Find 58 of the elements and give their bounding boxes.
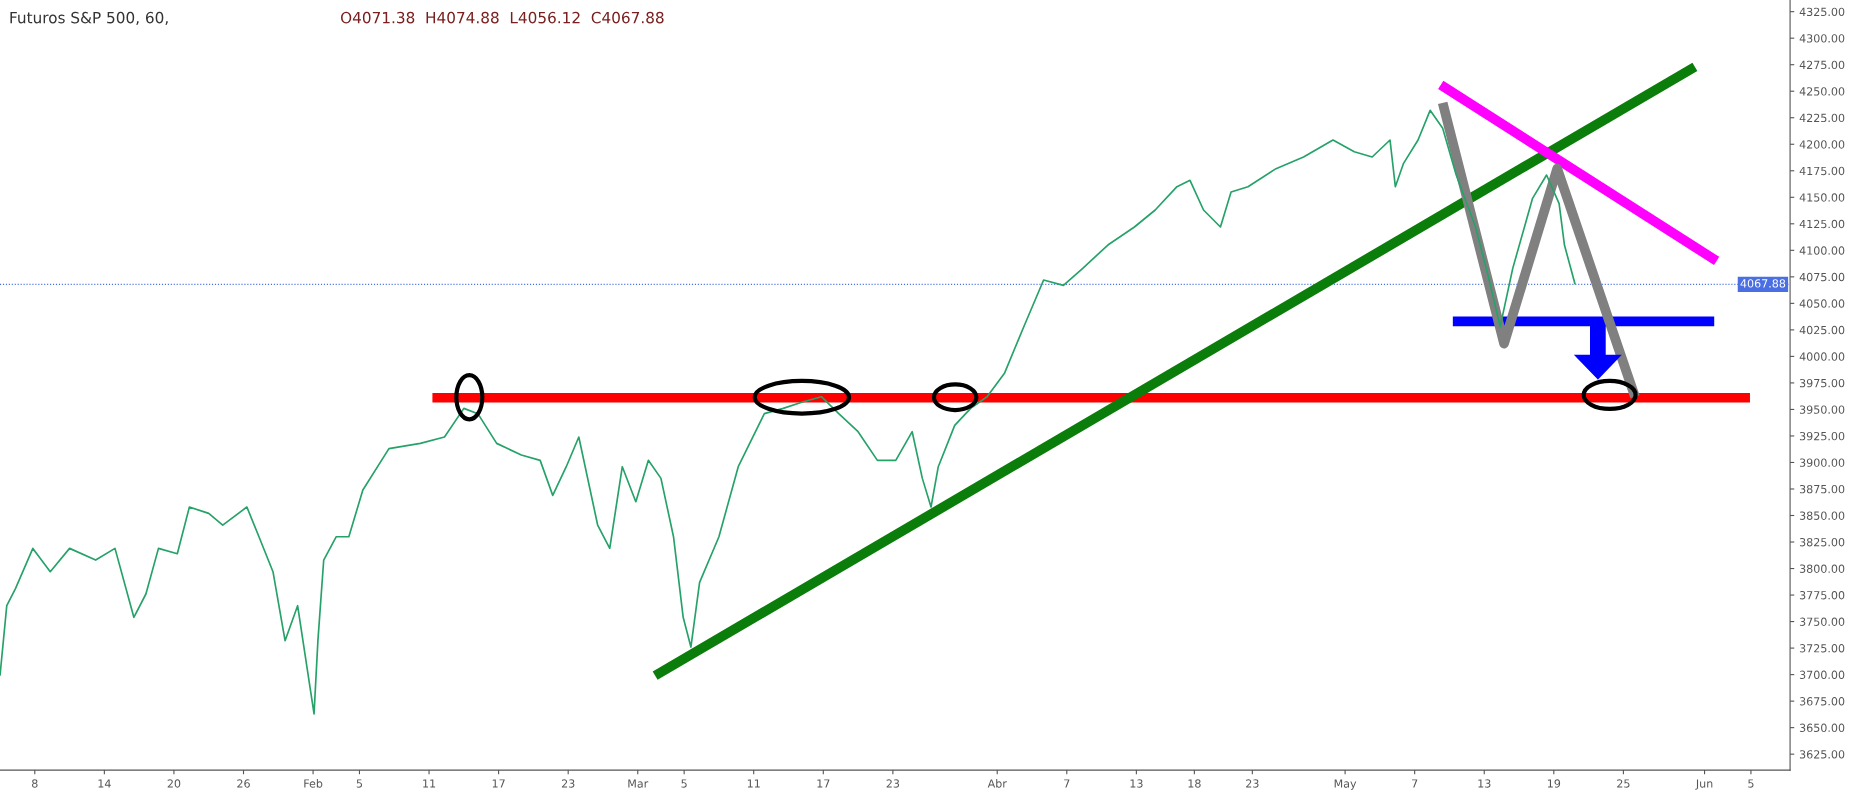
y-tick-label: 4175.00 [1799, 166, 1845, 176]
y-tick-label: 4225.00 [1799, 113, 1845, 123]
x-tick-label: May [1334, 779, 1357, 790]
x-tick-label: 13 [1478, 779, 1491, 788]
x-tick-label: 23 [1246, 779, 1259, 788]
y-tick-label: 3700.00 [1799, 670, 1845, 679]
x-tick-label: 5 [681, 779, 687, 788]
x-tick-label: 17 [492, 779, 505, 788]
y-tick-label: 4125.00 [1799, 219, 1845, 229]
x-tick-label: 5 [356, 779, 363, 788]
text: Futuros S&P 500, 60, [10, 11, 168, 25]
x-tick-label: 8 [32, 779, 38, 788]
x-tick-label: 5 [1748, 779, 1754, 788]
y-tick-label: 3850.00 [1799, 511, 1845, 520]
y-tick-label: 4000.00 [1799, 352, 1845, 361]
y-tick-label: 4275.00 [1799, 60, 1845, 70]
y-tick-label: 4200.00 [1799, 140, 1845, 149]
y-tick-label: 3975.00 [1799, 378, 1845, 388]
y-tick-label: 4300.00 [1799, 34, 1845, 43]
x-tick-label: Jun [1695, 779, 1713, 790]
ref-line-label: 4067.88 [1740, 279, 1786, 288]
x-tick-label: 7 [1412, 779, 1418, 788]
x-tick-label: 11 [423, 779, 436, 788]
y-tick-label: 3950.00 [1799, 405, 1845, 414]
x-tick-label: 23 [561, 779, 575, 788]
y-tick-label: 3775.00 [1799, 591, 1845, 600]
y-tick-label: 3625.00 [1799, 750, 1845, 759]
x-tick-label: 20 [167, 779, 181, 788]
y-tick-label: 3800.00 [1799, 564, 1845, 573]
x-tick-label: Mar [628, 779, 649, 788]
x-tick-label: 14 [98, 779, 111, 788]
x-tick-label: 19 [1547, 779, 1561, 788]
y-tick-label: 3750.00 [1799, 617, 1845, 626]
y-tick-label: 4250.00 [1799, 87, 1845, 96]
y-tick-label: 3925.00 [1799, 431, 1845, 441]
y-tick-label: 4050.00 [1799, 299, 1845, 308]
x-tick-label: Abr [987, 779, 1007, 788]
x-tick-label: 26 [237, 779, 250, 788]
y-tick-label: 4325.00 [1799, 7, 1845, 17]
x-tick-label: 11 [747, 779, 760, 788]
y-tick-label: 3825.00 [1799, 537, 1845, 547]
y-tick-label: 3875.00 [1799, 484, 1845, 494]
y-tick-label: 3900.00 [1799, 458, 1845, 467]
x-tick-label: 7 [1064, 779, 1070, 788]
y-tick-label: 3725.00 [1799, 644, 1845, 653]
x-tick-label: 25 [1617, 779, 1630, 788]
x-tick-label: 18 [1188, 779, 1201, 788]
annotation: O4071.38 H4074.88 L4056.12 C4067.88 [340, 11, 664, 24]
x-tick-label: Feb [304, 779, 323, 788]
x-tick-label: 17 [817, 779, 830, 788]
x-tick-label: 13 [1130, 779, 1143, 788]
y-tick-label: 4100.00 [1799, 246, 1845, 255]
x-tick-label: 23 [886, 779, 900, 788]
y-tick-label: 4150.00 [1799, 193, 1845, 202]
y-tick-label: 4025.00 [1799, 325, 1845, 335]
y-tick-label: 4075.00 [1799, 272, 1845, 282]
y-tick-label: 3675.00 [1799, 697, 1845, 706]
y-tick-label: 3650.00 [1799, 723, 1845, 733]
